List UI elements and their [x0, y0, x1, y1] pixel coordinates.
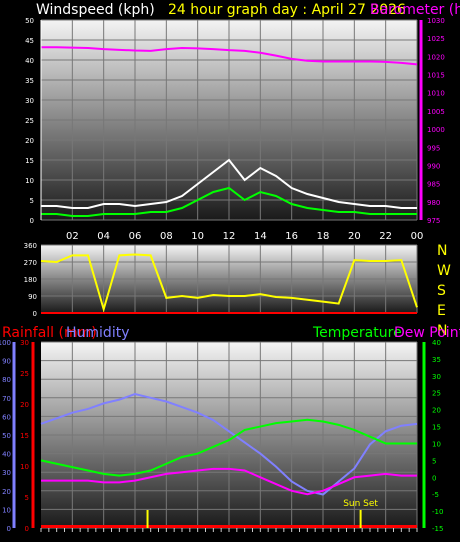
- temperature-tick-label: 30: [432, 373, 441, 381]
- hour-tick-label: 16: [285, 231, 298, 242]
- barometer-tick-label: 1005: [427, 108, 445, 116]
- hour-tick-label: 08: [160, 231, 173, 242]
- barometer-tick-label: 985: [427, 181, 440, 189]
- hour-tick-label: 04: [97, 231, 110, 242]
- direction-tick-label: 180: [24, 276, 37, 284]
- barometer-tick-label: 1030: [427, 17, 445, 25]
- humidity-tick-label: 10: [2, 506, 11, 514]
- direction-tick-label: 270: [24, 259, 37, 267]
- rainfall-tick-label: 25: [20, 370, 29, 378]
- dewpoint-line: [41, 467, 417, 496]
- temperature-tick-label: 40: [432, 339, 441, 347]
- barometer-tick-label: 995: [427, 144, 440, 152]
- barometer-tick-label: 1020: [427, 53, 445, 61]
- barometer-tick-label: 1000: [427, 126, 445, 134]
- windspeed-tick-label: 10: [25, 177, 34, 185]
- rainfall-tick-label: 5: [25, 494, 29, 502]
- hour-tick-label: 02: [66, 231, 79, 242]
- temperature-tick-label: 25: [432, 390, 441, 398]
- barometer-tick-label: 1015: [427, 72, 445, 80]
- wind-direction-line: [40, 253, 418, 313]
- rainfall-tick-label: 15: [20, 432, 29, 440]
- hour-tick-label: 12: [223, 231, 236, 242]
- hour-tick-label: 14: [254, 231, 267, 242]
- barometer-tick-label: 1025: [427, 35, 445, 43]
- chart-title: 24 hour graph day : April 27 2026: [168, 2, 406, 18]
- rainfall-axis-title: Rainfall (mm): [2, 325, 97, 341]
- hour-tick-label: 18: [317, 231, 330, 242]
- hour-tick-label: 22: [379, 231, 392, 242]
- hour-tick-label: 20: [348, 231, 361, 242]
- windspeed-tick-label: 20: [25, 137, 34, 145]
- humidity-tick-label: 90: [2, 358, 11, 366]
- direction-tick-label: 0: [33, 310, 37, 318]
- compass-label: E: [437, 303, 446, 319]
- compass-label: W: [437, 263, 451, 279]
- windspeed-tick-label: 15: [25, 157, 34, 165]
- windspeed-tick-label: 5: [30, 197, 34, 205]
- humidity-tick-label: 30: [2, 469, 11, 477]
- wind-direction-plot: [40, 244, 418, 314]
- hour-tick-label: 10: [191, 231, 204, 242]
- temperature-tick-label: 5: [432, 457, 436, 465]
- temperature-tick-label: 0: [432, 474, 436, 482]
- humidity-tick-label: 70: [2, 395, 11, 403]
- windspeed-tick-label: 35: [25, 77, 34, 85]
- humidity-tick-label: 40: [2, 451, 11, 459]
- humidity-axis-title: Humidity: [66, 325, 129, 341]
- temperature-tick-label: -5: [432, 491, 439, 499]
- windspeed-tick-label: 50: [25, 17, 34, 25]
- windspeed-tick-label: 25: [25, 117, 34, 125]
- windspeed-tick-label: 0: [30, 217, 34, 225]
- rainfall-tick-label: 30: [20, 339, 29, 347]
- dewpoint-axis-title: Dew Point: [394, 325, 460, 341]
- rainfall-tick-label: 20: [20, 401, 29, 409]
- temperature-tick-label: 15: [432, 424, 441, 432]
- rainfall-tick-label: 0: [25, 525, 29, 533]
- temperature-tick-label: 35: [432, 356, 441, 364]
- hour-tick-label: 06: [129, 231, 142, 242]
- barometer-axis-title: Barometer (hPa): [370, 2, 460, 18]
- barometer-tick-label: 980: [427, 199, 440, 207]
- windspeed-tick-label: 45: [25, 37, 34, 45]
- barometer-tick-label: 1010: [427, 90, 445, 98]
- direction-tick-label: 90: [28, 293, 37, 301]
- humidity-tick-label: 60: [2, 413, 11, 421]
- barometer-tick-label: 975: [427, 217, 440, 225]
- barometer-line: [41, 46, 418, 66]
- temperature-tick-label: -15: [432, 525, 443, 533]
- temperature-tick-label: 10: [432, 440, 441, 448]
- windspeed-line: [41, 158, 417, 209]
- temperature-line: [40, 418, 417, 477]
- humidity-tick-label: 20: [2, 488, 11, 496]
- temperature-tick-label: -10: [432, 508, 443, 516]
- humidity-tick-label: 100: [0, 339, 11, 347]
- hour-tick-label: 00: [411, 231, 424, 242]
- temperature-axis-title: Temperature: [312, 325, 402, 341]
- humidity-tick-label: 80: [2, 376, 11, 384]
- windspeed-axis-title: Windspeed (kph): [36, 2, 155, 18]
- temperature-humidity-plot: Sun Set: [40, 341, 418, 529]
- rainfall-tick-label: 10: [20, 463, 29, 471]
- barometer-tick-label: 990: [427, 162, 440, 170]
- windspeed-tick-label: 40: [25, 57, 34, 65]
- temperature-tick-label: 20: [432, 407, 441, 415]
- humidity-tick-label: 50: [2, 432, 11, 440]
- compass-label: S: [437, 283, 446, 299]
- gust-line: [41, 186, 417, 217]
- humidity-line: [40, 393, 418, 496]
- wind-barometer-plot: [41, 19, 418, 221]
- direction-tick-label: 360: [24, 242, 37, 250]
- compass-label: N: [437, 243, 447, 259]
- windspeed-tick-label: 30: [25, 97, 34, 105]
- compass-label: N: [437, 323, 447, 339]
- humidity-tick-label: 0: [7, 525, 11, 533]
- sun-marker-label: Sun Set: [343, 499, 378, 509]
